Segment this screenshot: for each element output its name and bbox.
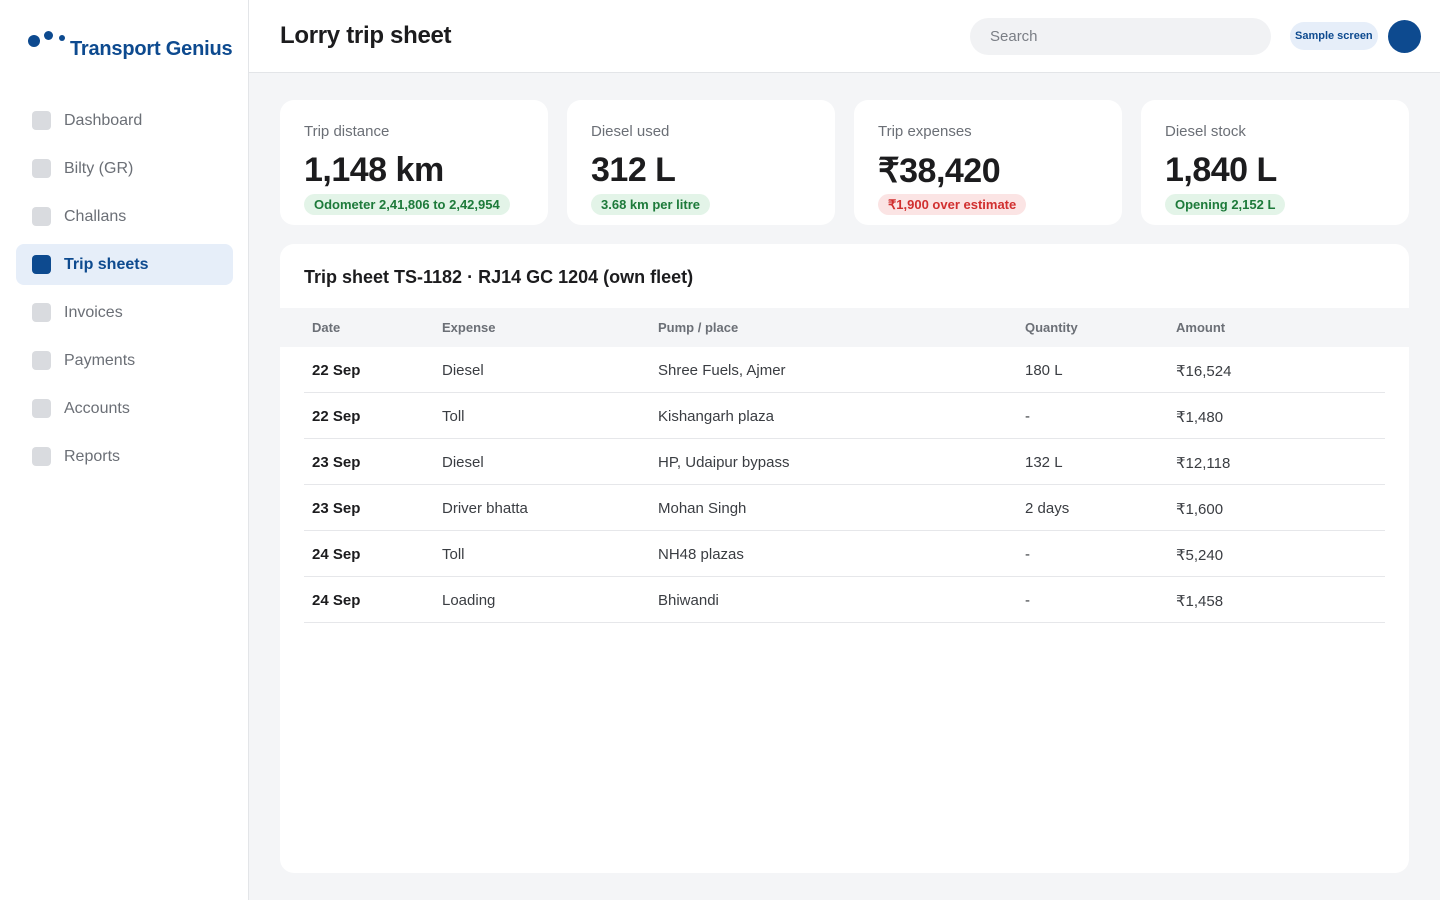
cell-amount: ₹16,524 bbox=[1176, 363, 1232, 380]
column-header-quantity[interactable]: Quantity bbox=[1025, 320, 1078, 335]
stat-label: Diesel stock bbox=[1165, 123, 1246, 140]
cell-quantity: - bbox=[1025, 408, 1030, 425]
sidebar-item-dashboard[interactable]: Dashboard bbox=[16, 100, 233, 141]
sidebar-item-payments[interactable]: Payments bbox=[16, 340, 233, 381]
trip-sheets-icon bbox=[32, 255, 51, 274]
column-header-amount[interactable]: Amount bbox=[1176, 320, 1226, 335]
invoices-icon bbox=[32, 303, 51, 322]
sidebar-item-label: Accounts bbox=[64, 399, 130, 417]
dashboard-icon bbox=[32, 111, 51, 130]
cell-expense: Loading bbox=[442, 592, 496, 609]
sample-screen-badge: Sample screen bbox=[1290, 22, 1378, 50]
stat-value: 312 L bbox=[591, 151, 676, 189]
sidebar-item-label: Dashboard bbox=[64, 111, 143, 129]
stat-label: Trip distance bbox=[304, 123, 390, 140]
cell-expense: Diesel bbox=[442, 454, 484, 471]
trip-sheet-panel: Trip sheet TS-1182 · RJ14 GC 1204 (own f… bbox=[280, 244, 1409, 873]
sidebar-item-challans[interactable]: Challans bbox=[16, 196, 233, 237]
stat-pill: Opening 2,152 L bbox=[1165, 194, 1286, 215]
cell-amount: ₹1,600 bbox=[1176, 501, 1224, 518]
payments-icon bbox=[32, 351, 51, 370]
table-row[interactable]: 22 Sep Toll Kishangarh plaza - ₹1,480 bbox=[304, 393, 1385, 439]
cell-date: 22 Sep bbox=[312, 408, 361, 425]
cell-expense: Diesel bbox=[442, 362, 484, 379]
cell-date: 23 Sep bbox=[312, 500, 361, 517]
cell-place: NH48 plazas bbox=[658, 546, 744, 563]
cell-place: Bhiwandi bbox=[658, 592, 719, 609]
cell-date: 24 Sep bbox=[312, 592, 361, 609]
stat-pill: 3.68 km per litre bbox=[591, 194, 710, 215]
trip-sheet-title: Trip sheet TS-1182 · RJ14 GC 1204 (own f… bbox=[304, 267, 694, 287]
sidebar-item-trip-sheets[interactable]: Trip sheets bbox=[16, 244, 233, 285]
cell-amount: ₹1,458 bbox=[1176, 593, 1224, 610]
table-row[interactable]: 24 Sep Toll NH48 plazas - ₹5,240 bbox=[304, 531, 1385, 577]
column-header-date[interactable]: Date bbox=[312, 320, 341, 335]
cell-quantity: 2 days bbox=[1025, 500, 1070, 517]
cell-quantity: 132 L bbox=[1025, 454, 1063, 471]
sidebar-item-label: Trip sheets bbox=[64, 255, 149, 273]
stat-pill: ₹1,900 over estimate bbox=[878, 194, 1027, 215]
cell-date: 23 Sep bbox=[312, 454, 361, 471]
cell-amount: ₹1,480 bbox=[1176, 409, 1224, 426]
cell-place: HP, Udaipur bypass bbox=[658, 454, 790, 471]
sidebar-item-invoices[interactable]: Invoices bbox=[16, 292, 233, 333]
top-header: Lorry trip sheet Sample screen bbox=[249, 0, 1440, 73]
sidebar-item-label: Challans bbox=[64, 207, 127, 225]
stat-card-diesel-used: Diesel used 312 L 3.68 km per litre bbox=[567, 100, 835, 225]
table-row[interactable]: 23 Sep Diesel HP, Udaipur bypass 132 L ₹… bbox=[304, 439, 1385, 485]
bilty-icon bbox=[32, 159, 51, 178]
reports-icon bbox=[32, 447, 51, 466]
sidebar-nav: Dashboard Bilty (GR) Challans Trip sheet… bbox=[16, 100, 233, 484]
stat-value: 1,840 L bbox=[1165, 151, 1277, 189]
cell-date: 22 Sep bbox=[312, 362, 361, 379]
sidebar-item-label: Invoices bbox=[64, 303, 123, 321]
cell-quantity: 180 L bbox=[1025, 362, 1063, 379]
cell-date: 24 Sep bbox=[312, 546, 361, 563]
sidebar-item-label: Bilty (GR) bbox=[64, 159, 134, 177]
table-header: Date Expense Pump / place Quantity Amoun… bbox=[280, 308, 1409, 347]
column-header-expense[interactable]: Expense bbox=[442, 320, 496, 335]
sidebar: Transport Genius Dashboard Bilty (GR) Ch… bbox=[0, 0, 249, 900]
page-title: Lorry trip sheet bbox=[280, 22, 452, 49]
cell-expense: Toll bbox=[442, 546, 465, 563]
stat-card-trip-expenses: Trip expenses ₹38,420 ₹1,900 over estima… bbox=[854, 100, 1122, 225]
search-input[interactable] bbox=[970, 18, 1271, 55]
brand-name: Transport Genius bbox=[70, 38, 233, 60]
stat-label: Trip expenses bbox=[878, 123, 972, 140]
cell-expense: Toll bbox=[442, 408, 465, 425]
cell-place: Shree Fuels, Ajmer bbox=[658, 362, 786, 379]
sidebar-item-label: Reports bbox=[64, 447, 121, 465]
cell-quantity: - bbox=[1025, 592, 1030, 609]
brand-logo[interactable]: Transport Genius bbox=[28, 30, 233, 60]
stat-card-trip-distance: Trip distance 1,148 km Odometer 2,41,806… bbox=[280, 100, 548, 225]
stat-value: 1,148 km bbox=[304, 151, 444, 189]
sidebar-item-label: Payments bbox=[64, 351, 136, 369]
stat-card-diesel-stock: Diesel stock 1,840 L Opening 2,152 L bbox=[1141, 100, 1409, 225]
stat-label: Diesel used bbox=[591, 123, 670, 140]
challans-icon bbox=[32, 207, 51, 226]
cell-place: Kishangarh plaza bbox=[658, 408, 774, 425]
user-avatar[interactable] bbox=[1388, 20, 1421, 53]
stat-pill: Odometer 2,41,806 to 2,42,954 bbox=[304, 194, 510, 215]
table-row[interactable]: 23 Sep Driver bhatta Mohan Singh 2 days … bbox=[304, 485, 1385, 531]
cell-expense: Driver bhatta bbox=[442, 500, 528, 517]
cell-quantity: - bbox=[1025, 546, 1030, 563]
sidebar-item-accounts[interactable]: Accounts bbox=[16, 388, 233, 429]
column-header-place[interactable]: Pump / place bbox=[658, 320, 739, 335]
table-row[interactable]: 22 Sep Diesel Shree Fuels, Ajmer 180 L ₹… bbox=[304, 347, 1385, 393]
cell-place: Mohan Singh bbox=[658, 500, 747, 517]
sidebar-item-reports[interactable]: Reports bbox=[16, 436, 233, 477]
cell-amount: ₹5,240 bbox=[1176, 547, 1224, 564]
cell-amount: ₹12,118 bbox=[1176, 455, 1231, 472]
stat-value: ₹38,420 bbox=[878, 152, 1001, 190]
sidebar-item-bilty[interactable]: Bilty (GR) bbox=[16, 148, 233, 189]
table-row[interactable]: 24 Sep Loading Bhiwandi - ₹1,458 bbox=[304, 577, 1385, 623]
logo-dots-icon bbox=[28, 30, 68, 52]
accounts-icon bbox=[32, 399, 51, 418]
